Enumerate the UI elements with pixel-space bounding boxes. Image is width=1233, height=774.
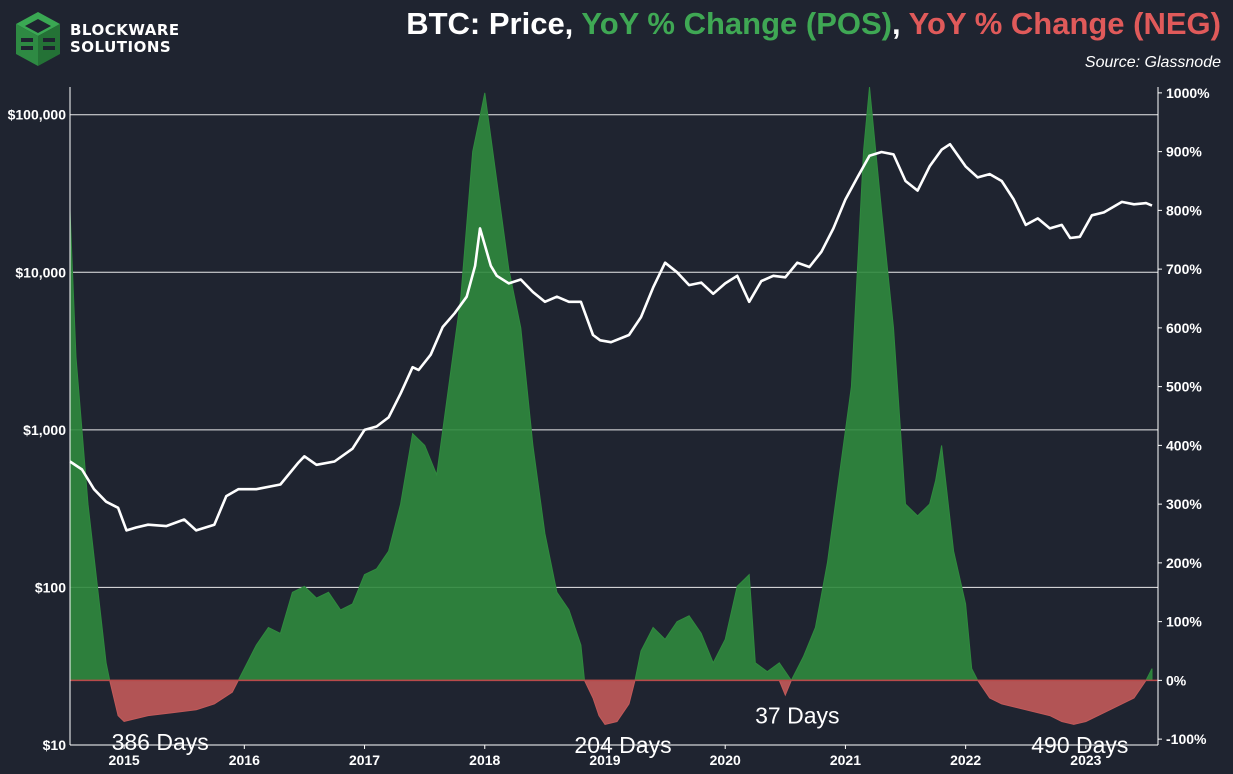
- brand-line-2: SOLUTIONS: [70, 38, 172, 56]
- x-tick-label: 2019: [589, 752, 620, 768]
- annotation-label: 386 Days: [112, 729, 209, 755]
- left-tick-label: $1,000: [23, 422, 66, 438]
- annotation-label: 37 Days: [755, 703, 839, 729]
- x-tick-label: 2018: [469, 752, 500, 768]
- right-tick-label: 0%: [1166, 672, 1187, 688]
- right-tick-label: 600%: [1166, 320, 1202, 336]
- right-tick-label: 900%: [1166, 144, 1202, 160]
- x-tick-label: 2016: [229, 752, 260, 768]
- x-tick-label: 2020: [710, 752, 741, 768]
- left-axis-ticks: $10 $100 $1,000 $10,000 $100,000: [8, 107, 67, 753]
- right-tick-label: 200%: [1166, 555, 1202, 571]
- title-neg: YoY % Change (NEG): [908, 6, 1221, 41]
- right-tick-label: 1000%: [1166, 85, 1210, 101]
- right-tick-label: 300%: [1166, 496, 1202, 512]
- chart-title: BTC: Price, YoY % Change (POS), YoY % Ch…: [406, 6, 1221, 42]
- pos-area-path: [69, 86, 1153, 682]
- brand-name: BLOCKWARE SOLUTIONS: [70, 22, 180, 56]
- annotation-label: 490 Days: [1031, 732, 1128, 758]
- right-tick-label: 500%: [1166, 379, 1202, 395]
- x-tick-label: 2021: [830, 752, 861, 768]
- left-tick-label: $10: [43, 737, 67, 753]
- right-tick-label: 400%: [1166, 437, 1202, 453]
- right-axis-ticks: 1000% 900% 800% 700% 600% 500% 400% 300% 200% 100…: [1158, 85, 1210, 747]
- x-tick-label: 2022: [950, 752, 981, 768]
- right-tick-label: 800%: [1166, 202, 1202, 218]
- x-tick-label: 2015: [109, 752, 140, 768]
- x-tick-label: 2017: [349, 752, 380, 768]
- blockware-cube-logo-icon: [16, 12, 60, 66]
- x-tick-label: 2023: [1070, 752, 1101, 768]
- axes: [69, 87, 1159, 746]
- title-pos: YoY % Change (POS): [581, 6, 892, 41]
- source-label: Source: Glassnode: [1084, 54, 1221, 71]
- pos-area-series: [69, 86, 1153, 682]
- brand-line-1: BLOCKWARE: [70, 21, 180, 39]
- right-tick-label: 100%: [1166, 614, 1202, 630]
- right-tick-label: 700%: [1166, 261, 1202, 277]
- price-line: [69, 142, 1153, 532]
- annotation-label: 204 Days: [574, 732, 671, 758]
- annotations: 386 Days 204 Days 37 Days 490 Days: [112, 703, 1129, 758]
- brand-logo: BLOCKWARE SOLUTIONS: [12, 10, 180, 68]
- left-tick-label: $100: [35, 579, 66, 595]
- neg-area-series: [70, 679, 1158, 725]
- title-sep: ,: [891, 6, 909, 41]
- left-tick-label: $100,000: [8, 107, 67, 123]
- right-tick-label: -100%: [1166, 731, 1207, 747]
- price-line-series: [69, 142, 1153, 532]
- grid: [70, 114, 1158, 746]
- x-axis-ticks: 2015 2016 2017 2018 2019 2020 2021 2022 2023: [109, 745, 1102, 768]
- neg-area-path: [108, 679, 1147, 725]
- title-price: BTC: Price,: [406, 6, 582, 41]
- left-tick-label: $10,000: [15, 264, 66, 280]
